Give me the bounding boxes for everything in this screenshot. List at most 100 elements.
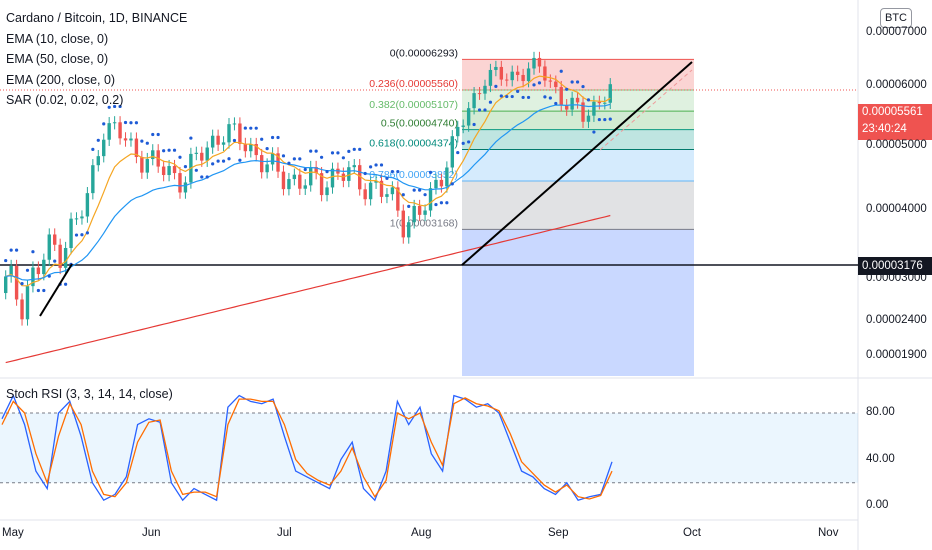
- sar-dot: [238, 158, 242, 162]
- candle-body: [532, 57, 536, 69]
- candle-body: [456, 126, 460, 137]
- candle-body: [80, 216, 84, 219]
- sar-dot: [145, 141, 149, 145]
- sar-dot: [608, 117, 612, 121]
- sar-dot: [603, 117, 607, 122]
- candle-body: [505, 79, 509, 81]
- time-tick-label: Jun: [142, 527, 161, 539]
- price-tick-label: 0.00004000: [866, 203, 927, 215]
- stoch-k-line: [1, 393, 613, 502]
- sar-dot: [510, 94, 514, 99]
- candle-body: [358, 165, 362, 190]
- candle-body: [494, 66, 498, 70]
- candle-body: [14, 265, 19, 300]
- sar-dot: [189, 136, 193, 140]
- candle-body: [36, 267, 41, 275]
- price-tick-label: 0.00005000: [866, 139, 927, 151]
- fib-label-2: 0.382(0.00005107): [369, 99, 458, 111]
- ema200-legend[interactable]: EMA (200, close, 0): [6, 72, 116, 87]
- sar-dot: [532, 83, 536, 87]
- candle-body: [276, 153, 280, 172]
- candle-body: [205, 147, 209, 161]
- candle-body: [483, 85, 487, 94]
- sar-dot: [172, 148, 177, 152]
- candle-body: [167, 166, 171, 176]
- candle-body: [314, 166, 318, 174]
- time-tick-label: Aug: [411, 527, 432, 539]
- candle-body: [564, 105, 569, 110]
- candle-body: [472, 93, 476, 109]
- sar-dot: [597, 117, 601, 122]
- sar-dot: [200, 175, 204, 179]
- sar-dot: [36, 288, 40, 293]
- candle-body: [42, 259, 46, 275]
- sar-dot: [396, 169, 400, 174]
- ema50-legend[interactable]: EMA (50, close, 0): [6, 52, 109, 66]
- candle-body: [281, 171, 286, 190]
- currency-button[interactable]: BTC: [880, 8, 912, 28]
- sar-legend[interactable]: SAR (0.02, 0.02, 0.2): [6, 93, 124, 107]
- candle-body: [407, 222, 411, 238]
- candle-body: [200, 152, 204, 161]
- candle-body: [434, 179, 438, 189]
- sar-dot: [118, 104, 122, 109]
- sar-dot: [548, 96, 552, 100]
- candle-body: [379, 180, 384, 197]
- candle-body: [140, 156, 144, 173]
- candle-body: [325, 187, 329, 196]
- sar-dot: [319, 155, 324, 159]
- sar-dot: [232, 138, 237, 143]
- stoch-tick-label: 80.00: [866, 406, 895, 418]
- sar-dot: [107, 105, 111, 109]
- stoch-tick-label: 0.00: [866, 499, 889, 511]
- candle-body: [178, 173, 182, 193]
- candle-body: [450, 136, 455, 168]
- candle-body: [270, 153, 275, 165]
- sar-dot: [292, 157, 296, 161]
- candle-body: [423, 210, 427, 215]
- candle-body: [575, 97, 580, 103]
- last-price-value: 0.00005561: [862, 106, 923, 118]
- sar-dot: [221, 159, 226, 163]
- sar-dot: [309, 149, 313, 153]
- sar-dot: [102, 122, 106, 126]
- candle-body: [592, 101, 596, 116]
- sar-dot: [543, 95, 547, 99]
- candle-body: [259, 155, 264, 173]
- countdown-timer: 23:40:24: [862, 123, 907, 135]
- early-trendline: [39, 263, 73, 317]
- sar-dot: [194, 168, 198, 172]
- candle-body: [466, 108, 471, 126]
- candle-body: [107, 123, 111, 140]
- sar-dot: [287, 161, 291, 165]
- dashed-projection: [599, 69, 693, 151]
- sar-dot: [341, 156, 345, 160]
- candle-body: [570, 97, 574, 110]
- candle-body: [428, 188, 433, 211]
- sar-dot: [129, 121, 133, 125]
- sar-dot: [53, 259, 57, 263]
- candle-body: [194, 152, 199, 154]
- sar-dot: [374, 163, 378, 167]
- candle-body: [91, 165, 95, 194]
- candle-body: [265, 164, 269, 173]
- sar-dot: [336, 151, 340, 155]
- sar-dot: [80, 233, 84, 237]
- stoch-rsi-legend[interactable]: Stoch RSI (3, 3, 14, 14, close): [6, 387, 173, 401]
- candle-body: [25, 286, 30, 320]
- candle-body: [249, 143, 253, 152]
- ema50-line: [5, 103, 611, 281]
- candle-body: [183, 182, 188, 193]
- candle-body: [232, 123, 237, 125]
- sar-dot: [521, 95, 525, 100]
- sar-dot: [472, 122, 476, 127]
- candle-body: [499, 66, 504, 80]
- sar-dot: [91, 147, 95, 151]
- candle-body: [597, 101, 602, 104]
- price-tick-label: 0.00003000: [866, 272, 927, 284]
- symbol-title[interactable]: Cardano / Bitcoin, 1D, BINANCE: [6, 11, 188, 25]
- crosshair-price-badge: 0.00003176: [858, 257, 932, 275]
- ema10-legend[interactable]: EMA (10, close, 0): [6, 31, 109, 46]
- candle-body: [118, 122, 122, 139]
